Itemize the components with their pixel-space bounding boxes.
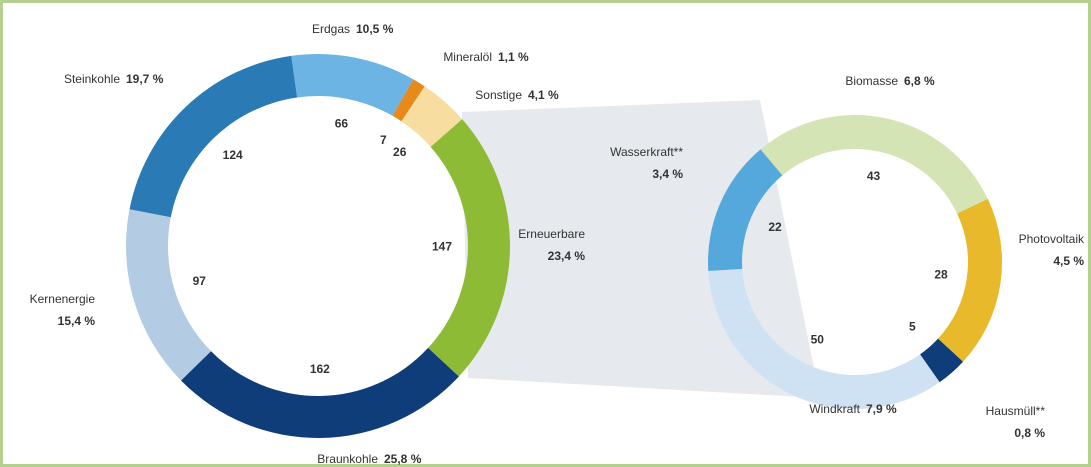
percent-label: 10,5 % — [356, 22, 394, 36]
value-label: 5 — [909, 320, 916, 334]
percent-label: 4,1 % — [528, 88, 559, 102]
donut-segment — [760, 115, 988, 214]
value-label: 7 — [380, 133, 387, 147]
donut-segment — [126, 209, 211, 381]
category-label: Biomasse — [845, 74, 898, 88]
value-label: 22 — [768, 220, 782, 234]
percent-label: 25,8 % — [384, 452, 422, 466]
donut-segment — [129, 55, 298, 218]
value-label: 162 — [310, 362, 330, 376]
category-label: Windkraft — [809, 402, 860, 416]
value-label: 124 — [223, 148, 243, 162]
percent-label: 0,8 % — [1014, 426, 1045, 440]
category-label: Mineralöl — [443, 50, 492, 64]
percent-label: 7,9 % — [866, 402, 897, 416]
value-label: 43 — [867, 169, 881, 183]
donut-segment — [392, 79, 425, 122]
percent-label: 6,8 % — [904, 74, 935, 88]
percent-label: 23,4 % — [548, 249, 586, 263]
category-label: Wasserkraft** — [610, 145, 683, 159]
category-label: Erneuerbare — [518, 227, 585, 241]
category-label: Kernenergie — [30, 292, 96, 306]
donut-segment — [938, 198, 1002, 362]
value-label: 66 — [335, 116, 349, 130]
donut-segment — [428, 119, 511, 377]
category-label: Braunkohle — [317, 452, 378, 466]
percent-label: 19,7 % — [126, 72, 164, 86]
donut-segment — [291, 54, 414, 116]
donut-segment — [920, 338, 964, 383]
donut-segment — [708, 149, 783, 272]
percent-label: 3,4 % — [652, 167, 683, 181]
donut-segment — [708, 268, 940, 409]
percent-label: 1,1 % — [498, 50, 529, 64]
category-label: Sonstige — [475, 88, 522, 102]
value-label: 147 — [432, 240, 452, 254]
percent-label: 4,5 % — [1053, 254, 1084, 268]
value-label: 97 — [193, 274, 207, 288]
category-label: Photovoltaik — [1019, 232, 1085, 246]
percent-label: 15,4 % — [58, 314, 96, 328]
value-label: 26 — [393, 145, 407, 159]
donut-segment — [401, 86, 463, 147]
category-label: Hausmüll** — [986, 404, 1046, 418]
value-label: 28 — [934, 267, 948, 281]
donut-segment — [181, 347, 459, 438]
value-label: 50 — [811, 333, 825, 347]
category-label: Steinkohle — [64, 72, 120, 86]
category-label: Erdgas — [312, 22, 350, 36]
